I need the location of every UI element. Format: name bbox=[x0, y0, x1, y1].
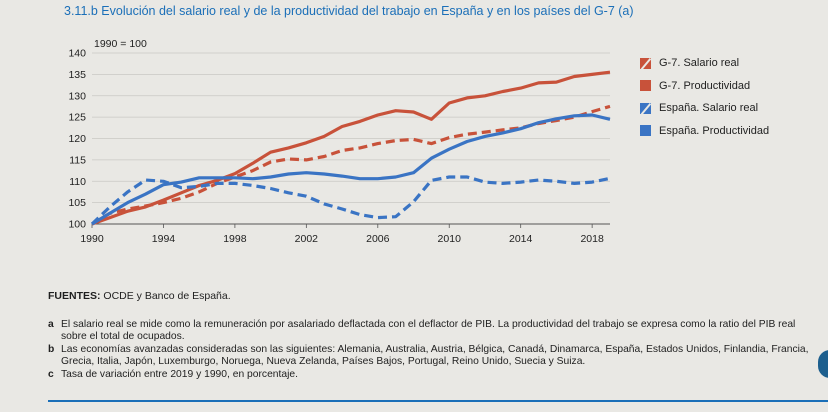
x-tick-label: 1998 bbox=[223, 233, 247, 245]
x-tick-label: 2014 bbox=[509, 233, 533, 245]
note-item: a El salario real se mide como la remune… bbox=[48, 319, 818, 343]
y-tick-label: 105 bbox=[68, 197, 86, 209]
y-tick-label: 140 bbox=[68, 48, 86, 60]
note-letter: a bbox=[48, 319, 54, 330]
y-tick-label: 130 bbox=[68, 90, 86, 102]
legend-label: España. Productividad bbox=[659, 124, 770, 137]
note-text: El salario real se mide como la remunera… bbox=[61, 319, 796, 342]
legend-swatch-espana-productividad bbox=[640, 125, 651, 137]
line-chart: 100 105 110 115 120 125 130 135 140 1990 1994 1998 2… bbox=[68, 38, 611, 245]
y-tick-label: 120 bbox=[68, 133, 86, 145]
x-tick-label: 2010 bbox=[438, 233, 462, 245]
legend-label: G-7. Productividad bbox=[659, 79, 751, 92]
series-line bbox=[90, 175, 611, 226]
y-axis-label: 1990 = 100 bbox=[94, 38, 147, 50]
legend-swatch-g7-salario bbox=[640, 57, 651, 69]
y-tick-label: 135 bbox=[68, 69, 86, 81]
edge-badge bbox=[818, 350, 828, 378]
sources-line: FUENTES: OCDE y Banco de España. bbox=[48, 290, 818, 302]
note-item: c Tasa de variación entre 2019 y 1990, e… bbox=[48, 369, 818, 381]
note-text: Tasa de variación entre 2019 y 1990, en … bbox=[61, 369, 298, 380]
bottom-divider bbox=[48, 400, 828, 402]
legend-swatch-g7-productividad bbox=[640, 80, 651, 92]
chart-notes: FUENTES: OCDE y Banco de España. a El sa… bbox=[48, 290, 818, 382]
note-item: b Las economías avanzadas consideradas s… bbox=[48, 344, 818, 368]
legend-label: España. Salario real bbox=[659, 102, 759, 115]
legend-item: España. Productividad bbox=[640, 120, 769, 143]
note-letter: c bbox=[48, 369, 54, 380]
chart-legend: G-7. Salario real G-7. Productividad Esp… bbox=[640, 52, 769, 142]
y-tick-label: 110 bbox=[69, 176, 86, 188]
legend-item: G-7. Salario real bbox=[640, 52, 769, 75]
x-tick-label: 2002 bbox=[295, 233, 319, 245]
y-tick-label: 115 bbox=[69, 154, 86, 166]
sources-text: OCDE y Banco de España. bbox=[103, 290, 231, 302]
legend-label: G-7. Salario real bbox=[659, 57, 740, 70]
note-text: Las economías avanzadas consideradas son… bbox=[61, 344, 809, 367]
x-tick-label: 2018 bbox=[580, 233, 604, 245]
x-tick-label: 2006 bbox=[366, 233, 390, 245]
y-tick-label: 125 bbox=[68, 112, 86, 124]
x-tick-label: 1990 bbox=[80, 233, 104, 245]
sources-label: FUENTES: bbox=[48, 290, 101, 302]
legend-item: G-7. Productividad bbox=[640, 75, 769, 98]
legend-swatch-espana-salario bbox=[640, 102, 651, 114]
y-tick-label: 100 bbox=[68, 219, 86, 231]
x-tick-label: 1994 bbox=[152, 233, 176, 245]
legend-item: España. Salario real bbox=[640, 97, 769, 120]
chart-title: 3.11.b Evolución del salario real y de l… bbox=[64, 4, 634, 18]
series-line bbox=[91, 113, 611, 226]
note-letter: b bbox=[48, 344, 55, 355]
series-line bbox=[91, 70, 611, 226]
